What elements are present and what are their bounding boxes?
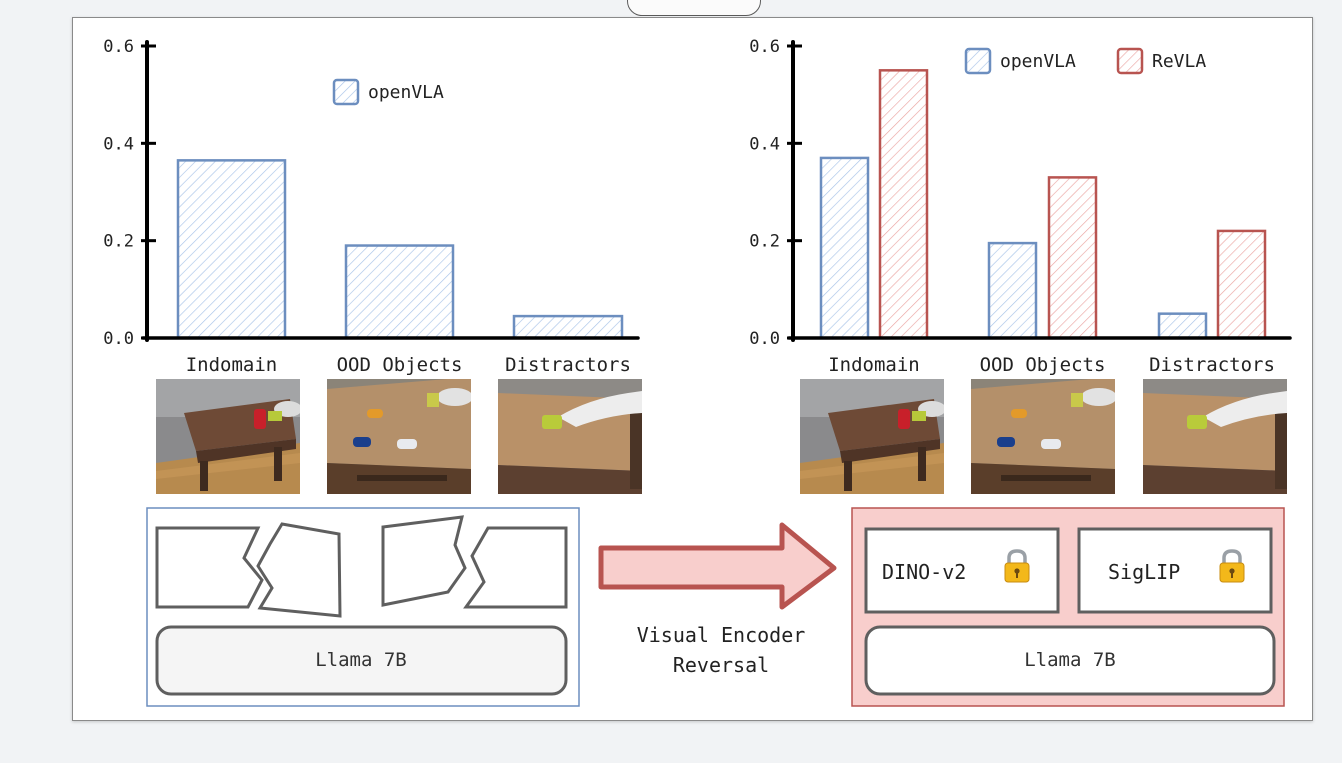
legend-swatch-revla	[1116, 47, 1144, 75]
openvla-llama-block	[155, 625, 568, 696]
bar-revla-indomain	[878, 69, 929, 340]
legend-swatch-openvla	[332, 78, 360, 106]
lock-icon	[1004, 549, 1030, 583]
bar-openvla-distractors	[1157, 312, 1208, 340]
arrow-label-line1: Visual Encoder	[637, 623, 806, 647]
distractors-scene-photo	[1143, 379, 1287, 494]
lock-icon	[1219, 549, 1245, 583]
arrow-label-line2: Reversal	[673, 653, 769, 677]
y-tick-label: 0.6	[749, 37, 780, 57]
broken-encoder-piece-2	[256, 522, 342, 618]
y-tick-label: 0.0	[103, 329, 134, 349]
revla-llama-label: Llama 7B	[1024, 649, 1116, 671]
y-tick-label: 0.2	[749, 232, 780, 252]
legend-label-openvla: openVLA	[368, 82, 444, 103]
broken-encoder-piece-4	[463, 526, 568, 609]
y-tick-label: 0.4	[749, 134, 780, 154]
bar-revla-distractors	[1216, 229, 1267, 340]
indomain-scene-photo	[156, 379, 300, 494]
siglip-encoder-label: SigLIP	[1108, 560, 1180, 584]
ood-objects-scene-photo	[327, 379, 471, 494]
y-tick-label: 0.0	[749, 329, 780, 349]
legend-swatch-openvla	[964, 47, 992, 75]
x-category-label: Indomain	[186, 354, 278, 376]
broken-encoder-piece-1	[155, 526, 264, 609]
legend-label-revla: ReVLA	[1152, 51, 1206, 72]
y-tick-label: 0.2	[103, 232, 134, 252]
x-category-label: Distractors	[505, 354, 631, 376]
x-category-label: OOD Objects	[980, 354, 1106, 376]
revla-llama-block	[864, 625, 1276, 696]
y-tick-label: 0.4	[103, 134, 134, 154]
x-category-label: Distractors	[1149, 354, 1275, 376]
bar-openvla-indomain	[176, 159, 287, 340]
x-category-label: Indomain	[828, 354, 920, 376]
bar-openvla-indomain	[819, 156, 870, 340]
bar-openvla-distractors	[512, 314, 624, 340]
bar-openvla-ood-objects	[987, 241, 1038, 340]
reversal-arrow	[598, 522, 837, 610]
legend-label-openvla: openVLA	[1000, 51, 1076, 72]
bar-revla-ood-objects	[1047, 176, 1098, 340]
broken-encoder-piece-3	[381, 515, 467, 607]
ood-objects-scene-photo	[971, 379, 1115, 494]
x-category-label: OOD Objects	[337, 354, 463, 376]
indomain-scene-photo	[800, 379, 944, 494]
openvla-llama-label: Llama 7B	[315, 649, 407, 671]
distractors-scene-photo	[498, 379, 642, 494]
y-tick-label: 0.6	[103, 37, 134, 57]
bar-openvla-ood-objects	[344, 244, 455, 340]
dino-encoder-label: DINO-v2	[882, 560, 966, 584]
